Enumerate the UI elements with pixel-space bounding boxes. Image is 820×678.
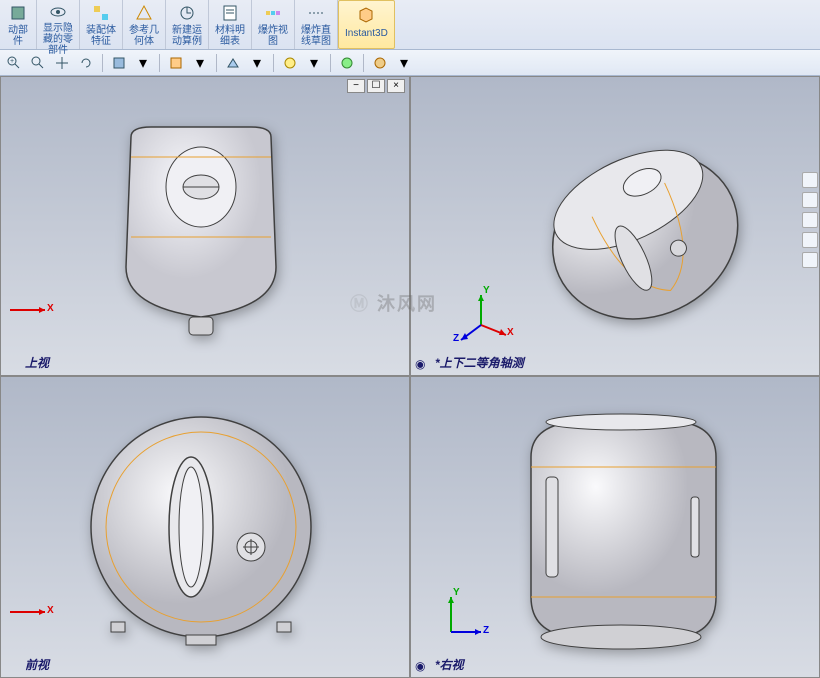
axis-triad: X [5,295,65,355]
viewport-iso[interactable]: Y X Z ◉ *上下二等角轴测 [410,76,820,376]
cube-icon [6,2,30,24]
ribbon-group-assembly[interactable]: 装配体特征 [80,0,123,49]
view-orient-icon[interactable] [223,53,243,73]
motion-icon [175,2,199,24]
ribbon-group-instant3d[interactable]: Instant3D [338,0,395,49]
render-icon[interactable] [337,53,357,73]
explode-icon [261,2,285,24]
viewport-label: *上下二等角轴测 [435,354,524,371]
panel-button[interactable] [802,232,818,248]
toolbar-separator [216,54,217,72]
ribbon-group-explode[interactable]: 爆炸视图 [252,0,295,49]
model-iso-view [511,97,771,362]
ref-geom-icon [132,2,156,24]
ribbon-label: Instant3D [345,28,388,39]
viewport-label: *右视 [435,656,464,673]
toolbar-separator [102,54,103,72]
dropdown-icon[interactable]: ▾ [133,53,153,73]
model-top-view [81,107,321,352]
ribbon-group-motion[interactable]: 新建运动算例 [166,0,209,49]
panel-button[interactable] [802,212,818,228]
panel-button[interactable] [802,172,818,188]
svg-text:+: + [10,58,14,65]
close-button[interactable]: × [387,79,405,93]
ribbon-group-explode-line[interactable]: 爆炸直线草图 [295,0,338,49]
panel-button[interactable] [802,252,818,268]
ribbon-label: 新建运动算例 [172,25,202,47]
toolbar-separator [159,54,160,72]
instant3d-icon [354,3,378,27]
viewport-label: 上视 [25,354,49,371]
dropdown-icon[interactable]: ▾ [304,53,324,73]
right-panel [802,152,820,352]
minimize-button[interactable]: − [347,79,365,93]
dropdown-icon[interactable]: ▾ [190,53,210,73]
ribbon-label: 爆炸直线草图 [301,25,331,47]
toolbar-separator [363,54,364,72]
misc-icon[interactable] [370,53,390,73]
viewport-front[interactable]: X 前视 [0,376,410,678]
viewport-right[interactable]: Y Z ◉ *右视 [410,376,820,678]
ribbon-group-bom[interactable]: 材料明细表 [209,0,252,49]
display-style-icon[interactable] [109,53,129,73]
view-toolbar: + ▾ ▾ ▾ ▾ ▾ [0,50,820,76]
bom-icon [218,2,242,24]
explode-line-icon [304,2,328,24]
axis-triad: X [5,597,65,657]
ribbon-label: 动部件 [8,25,28,47]
model-right-view [491,397,751,662]
toolbar-separator [273,54,274,72]
rotate-icon[interactable] [76,53,96,73]
eye-indicator: ◉ [415,659,425,673]
scene-icon[interactable] [280,53,300,73]
ribbon-toolbar: 动部件 显示隐藏的零部件 装配体特征 参考几何体 新建运动算例 材料明细表 爆炸… [0,0,820,50]
ribbon-label: 显示隐藏的零部件 [43,23,73,56]
ribbon-group-ref-geom[interactable]: 参考几何体 [123,0,166,49]
axis-triad: Y Z [431,587,491,647]
maximize-button[interactable]: ☐ [367,79,385,93]
viewport-top[interactable]: − ☐ × X 上视 [0,76,410,376]
axis-triad: Y X Z [451,285,511,345]
ribbon-label: 爆炸视图 [258,25,288,47]
panel-button[interactable] [802,192,818,208]
ribbon-group-move[interactable]: 动部件 [0,0,37,49]
toolbar-separator [330,54,331,72]
dropdown-icon[interactable]: ▾ [394,53,414,73]
pan-icon[interactable] [52,53,72,73]
viewport-container: − ☐ × X 上视 [0,76,820,678]
dropdown-icon[interactable]: ▾ [247,53,267,73]
zoom-fit-icon[interactable] [28,53,48,73]
assembly-icon [89,2,113,24]
zoom-in-icon[interactable]: + [4,53,24,73]
ribbon-label: 材料明细表 [215,25,245,47]
ribbon-label: 装配体特征 [86,25,116,47]
eye-icon [46,2,70,22]
model-front-view [71,397,331,662]
ribbon-group-show-hide[interactable]: 显示隐藏的零部件 [37,0,80,49]
section-icon[interactable] [166,53,186,73]
window-controls: − ☐ × [347,79,405,93]
eye-indicator: ◉ [415,357,425,371]
viewport-label: 前视 [25,656,49,673]
ribbon-label: 参考几何体 [129,25,159,47]
